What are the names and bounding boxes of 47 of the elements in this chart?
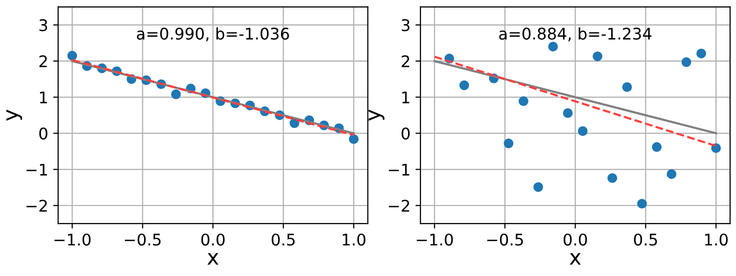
point xyxy=(533,182,544,192)
point xyxy=(504,138,514,148)
x-tick-label: 0.0 xyxy=(201,234,225,246)
point xyxy=(696,48,706,58)
point xyxy=(592,52,602,62)
x-axis-title: x xyxy=(570,253,581,265)
point xyxy=(637,198,647,209)
point xyxy=(562,108,573,118)
x-tick-label: 0.5 xyxy=(272,234,295,246)
y-tick-label: −1 xyxy=(26,164,47,176)
y-tick-label: 1 xyxy=(402,92,410,104)
y-tick-label: 3 xyxy=(39,19,48,32)
point xyxy=(459,80,470,90)
point xyxy=(578,126,588,136)
x-tick-label: −1.0 xyxy=(416,234,453,246)
x-tick-label: −0.5 xyxy=(487,234,523,246)
point xyxy=(652,142,662,152)
y-tick-label: 2 xyxy=(39,55,47,68)
point xyxy=(711,143,721,153)
x-tick-label: −1.0 xyxy=(54,234,91,246)
x-axis-title: x xyxy=(207,253,218,265)
y-tick-label: −2 xyxy=(26,200,47,212)
y-tick-label: 0 xyxy=(39,128,48,140)
point xyxy=(666,169,676,179)
point xyxy=(607,173,618,183)
point xyxy=(681,57,692,68)
point xyxy=(67,50,78,61)
point xyxy=(548,42,558,52)
point xyxy=(518,96,528,106)
point xyxy=(622,82,632,92)
y-tick-label: −2 xyxy=(388,200,410,212)
x-tick-label: −0.5 xyxy=(124,234,161,246)
annotation: a=0.884, b=-1.234 xyxy=(499,27,652,42)
y-tick-label: 1 xyxy=(40,92,47,104)
point xyxy=(171,89,181,100)
y-tick-label: 3 xyxy=(402,19,410,32)
x-tick-label: 1.0 xyxy=(342,234,366,246)
y-axis-title: y xyxy=(368,110,384,121)
x-tick-label: 0.5 xyxy=(634,234,657,246)
y-tick-label: 0 xyxy=(402,128,410,140)
y-axis-title: y xyxy=(6,110,22,121)
y-tick-label: −1 xyxy=(388,164,410,176)
x-tick-label: 0.0 xyxy=(564,234,587,246)
annotation: a=0.990, b=-1.036 xyxy=(136,27,289,42)
point xyxy=(348,134,359,144)
y-tick-label: 2 xyxy=(402,55,410,68)
x-tick-label: 1.0 xyxy=(705,234,728,246)
